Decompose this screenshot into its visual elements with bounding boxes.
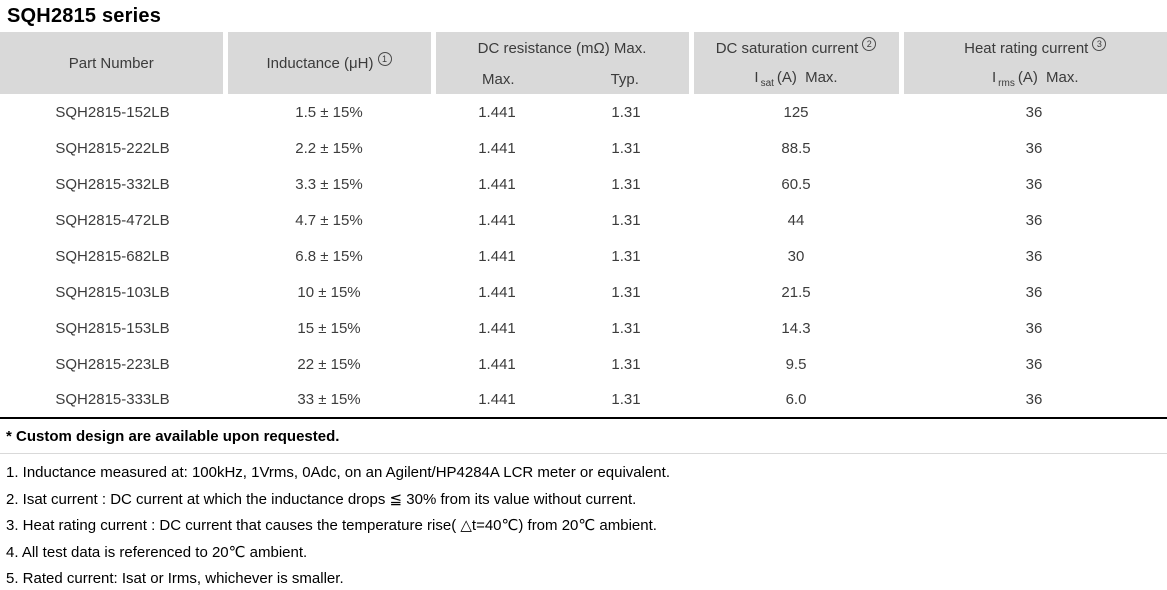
cell-part-number: SQH2815-333LB bbox=[55, 391, 170, 408]
col-header-heat-rating: Heat rating current 3 bbox=[898, 32, 1167, 64]
cell-irms: 36 bbox=[1025, 211, 1043, 229]
col-header-dc-saturation: DC saturation current 2 bbox=[688, 32, 901, 64]
spec-table: Part Number Inductance (μH) 1 DC resistan… bbox=[0, 32, 1167, 419]
col-header-part-number: Part Number bbox=[0, 32, 225, 94]
cell-isat: 30 bbox=[787, 247, 805, 265]
cell-dcr-max: 1.441 bbox=[478, 139, 516, 157]
table-row: SQH2815-223LB 22 ± 15% 1.441 1.31 9.5 36 bbox=[0, 346, 1167, 382]
cell-part-number: SQH2815-152LB bbox=[55, 103, 170, 121]
cell-part-number: SQH2815-472LB bbox=[55, 211, 170, 229]
table-row: SQH2815-333LB 33 ± 15% 1.441 1.31 6.0 36 bbox=[0, 382, 1167, 418]
cell-dcr-max: 1.441 bbox=[478, 283, 516, 301]
cell-dcr-typ: 1.31 bbox=[611, 247, 641, 265]
cell-irms: 36 bbox=[1025, 319, 1043, 337]
cell-isat: 88.5 bbox=[781, 139, 811, 157]
cell-dcr-typ: 1.31 bbox=[611, 211, 641, 229]
cell-part-number: SQH2815-223LB bbox=[55, 355, 170, 373]
cell-dcr-typ: 1.31 bbox=[611, 283, 641, 301]
cell-isat: 21.5 bbox=[781, 283, 811, 301]
cell-irms: 36 bbox=[1025, 247, 1043, 265]
cell-dcr-max: 1.441 bbox=[478, 355, 516, 373]
cell-dcr-typ: 1.31 bbox=[611, 355, 641, 373]
cell-dcr-max: 1.441 bbox=[478, 319, 516, 337]
cell-dcr-max: 1.441 bbox=[478, 247, 516, 265]
cell-irms: 36 bbox=[1025, 355, 1043, 373]
cell-dcr-typ: 1.31 bbox=[611, 319, 641, 337]
footnote-2: 2. Isat current : DC current at which th… bbox=[6, 490, 637, 508]
irms-unit: (A) Max. bbox=[1017, 69, 1079, 86]
irms-symbol: I bbox=[991, 69, 997, 86]
table-header: Part Number Inductance (μH) 1 DC resistan… bbox=[0, 32, 1167, 94]
cell-inductance: 1.5 ± 15% bbox=[295, 103, 363, 121]
footnote-ref-1-icon: 1 bbox=[377, 51, 392, 66]
table-row: SQH2815-472LB 4.7 ± 15% 1.441 1.31 44 36 bbox=[0, 202, 1167, 238]
cell-dcr-typ: 1.31 bbox=[611, 391, 641, 408]
cell-inductance: 3.3 ± 15% bbox=[295, 175, 363, 193]
isat-symbol-subscript: sat bbox=[760, 78, 774, 89]
heat-rating-label: Heat rating current bbox=[964, 39, 1089, 57]
cell-isat: 60.5 bbox=[781, 175, 811, 193]
table-row: SQH2815-222LB 2.2 ± 15% 1.441 1.31 88.5 … bbox=[0, 130, 1167, 166]
cell-irms: 36 bbox=[1025, 283, 1043, 301]
dc-resistance-label: DC resistance (mΩ) Max. bbox=[477, 39, 647, 57]
footnote-4: 4. All test data is referenced to 20℃ am… bbox=[6, 543, 308, 561]
cell-dcr-typ: 1.31 bbox=[611, 103, 641, 121]
footnote-ref-2-icon: 2 bbox=[862, 36, 877, 51]
cell-inductance: 15 ± 15% bbox=[297, 319, 361, 337]
cell-isat: 9.5 bbox=[785, 355, 807, 373]
cell-inductance: 2.2 ± 15% bbox=[295, 139, 363, 157]
dc-saturation-label: DC saturation current bbox=[715, 39, 859, 57]
footnotes-list: 1. Inductance measured at: 100kHz, 1Vrms… bbox=[0, 454, 1167, 590]
cell-inductance: 33 ± 15% bbox=[297, 391, 361, 408]
cell-irms: 36 bbox=[1025, 103, 1043, 121]
cell-irms: 36 bbox=[1025, 139, 1043, 157]
cell-isat: 44 bbox=[787, 211, 805, 229]
cell-isat: 14.3 bbox=[781, 319, 811, 337]
table-row: SQH2815-682LB 6.8 ± 15% 1.441 1.31 30 36 bbox=[0, 238, 1167, 274]
cell-part-number: SQH2815-222LB bbox=[55, 139, 170, 157]
footnote-5: 5. Rated current: Isat or Irms, whicheve… bbox=[6, 570, 344, 587]
table-body: SQH2815-152LB 1.5 ± 15% 1.441 1.31 125 3… bbox=[0, 94, 1167, 418]
cell-isat: 125 bbox=[783, 103, 809, 121]
footnote-ref-3-icon: 3 bbox=[1092, 36, 1107, 51]
table-row: SQH2815-332LB 3.3 ± 15% 1.441 1.31 60.5 … bbox=[0, 166, 1167, 202]
col-subheader-dcr-typ: Typ. bbox=[561, 64, 691, 94]
col-header-dc-resistance: DC resistance (mΩ) Max. bbox=[430, 32, 691, 64]
cell-inductance: 6.8 ± 15% bbox=[295, 247, 363, 265]
cell-dcr-max: 1.441 bbox=[478, 103, 516, 121]
cell-dcr-max: 1.441 bbox=[478, 175, 516, 193]
cell-part-number: SQH2815-682LB bbox=[55, 247, 170, 265]
cell-part-number: SQH2815-153LB bbox=[55, 319, 170, 337]
custom-design-note: * Custom design are available upon reque… bbox=[0, 419, 1167, 454]
cell-irms: 36 bbox=[1025, 391, 1043, 408]
cell-isat: 6.0 bbox=[785, 391, 807, 408]
page-title: SQH2815 series bbox=[7, 5, 162, 27]
table-row: SQH2815-153LB 15 ± 15% 1.441 1.31 14.3 3… bbox=[0, 310, 1167, 346]
part-number-label: Part Number bbox=[68, 54, 154, 72]
irms-symbol-subscript: rms bbox=[998, 78, 1015, 89]
cell-dcr-typ: 1.31 bbox=[611, 175, 641, 193]
isat-symbol: I bbox=[754, 69, 759, 86]
cell-dcr-typ: 1.31 bbox=[611, 139, 641, 157]
cell-inductance: 4.7 ± 15% bbox=[295, 211, 363, 229]
footnote-1: 1. Inductance measured at: 100kHz, 1Vrms… bbox=[6, 464, 670, 481]
table-row: SQH2815-103LB 10 ± 15% 1.441 1.31 21.5 3… bbox=[0, 274, 1167, 310]
inductance-label: Inductance (μH) bbox=[266, 54, 374, 72]
cell-irms: 36 bbox=[1025, 175, 1043, 193]
cell-dcr-max: 1.441 bbox=[478, 391, 516, 408]
cell-dcr-max: 1.441 bbox=[478, 211, 516, 229]
cell-inductance: 10 ± 15% bbox=[297, 283, 361, 301]
cell-part-number: SQH2815-103LB bbox=[55, 283, 170, 301]
col-subheader-dcr-max: Max. bbox=[430, 64, 561, 94]
table-row: SQH2815-152LB 1.5 ± 15% 1.441 1.31 125 3… bbox=[0, 94, 1167, 130]
cell-part-number: SQH2815-332LB bbox=[55, 175, 170, 193]
footnote-3: 3. Heat rating current : DC current that… bbox=[6, 517, 657, 534]
cell-inductance: 22 ± 15% bbox=[297, 355, 361, 373]
col-header-inductance: Inductance (μH) 1 bbox=[222, 32, 433, 94]
isat-unit: (A) Max. bbox=[776, 69, 838, 86]
